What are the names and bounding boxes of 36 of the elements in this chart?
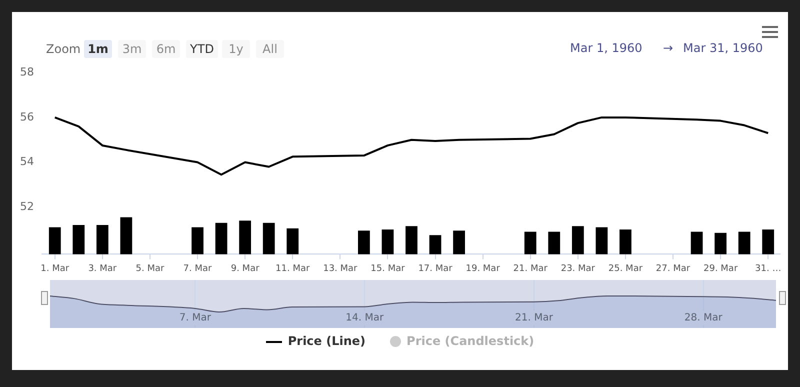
text: Mar 31, 1960 bbox=[683, 41, 763, 55]
y-tick-label: 56 bbox=[20, 110, 34, 124]
x-tick-label: 21. Mar bbox=[513, 264, 548, 274]
text: 1y bbox=[222, 40, 250, 58]
x-tick-label: 13. Mar bbox=[323, 264, 358, 274]
x-tick-label: 14. Mar bbox=[346, 312, 384, 324]
x-tick-label: 9. Mar bbox=[230, 264, 260, 274]
text: YTD bbox=[186, 40, 218, 58]
y-tick-label: 54 bbox=[20, 155, 34, 168]
y-tick-label: 52 bbox=[20, 200, 34, 213]
x-tick-label: 7. Mar bbox=[179, 312, 212, 324]
x-tick-label: 23. Mar bbox=[560, 264, 596, 274]
x-tick-label: 25. Mar bbox=[608, 264, 643, 274]
text: 1m bbox=[84, 40, 112, 58]
x-tick-label: 3. Mar bbox=[88, 264, 117, 274]
x-tick-label: 11. Mar bbox=[276, 264, 310, 274]
x-tick-label: 28. Mar bbox=[684, 312, 724, 324]
x-tick-label: 21. Mar bbox=[515, 312, 554, 324]
x-tick-label: 19. Mar bbox=[466, 264, 500, 274]
legend-label: Price (Line) bbox=[286, 334, 366, 348]
x-tick-label: 29. Mar bbox=[703, 264, 738, 274]
x-tick-label: 31. … bbox=[755, 264, 782, 274]
text: 3m bbox=[118, 40, 146, 58]
text: All bbox=[256, 40, 284, 58]
x-tick-label: 1. Mar bbox=[40, 264, 70, 274]
text: Price (Candlestick) bbox=[406, 334, 534, 348]
y-tick-label: 58 bbox=[20, 65, 34, 78]
text: Zoom bbox=[46, 41, 81, 58]
x-tick-label: 15. Mar bbox=[370, 264, 406, 274]
x-tick-label: 5. Mar bbox=[136, 264, 164, 274]
text: Mar 1, 1960 bbox=[570, 41, 642, 55]
x-tick-label: 7. Mar bbox=[183, 264, 212, 274]
text: → bbox=[663, 41, 674, 55]
text: 6m bbox=[152, 40, 180, 58]
x-tick-label: 27. Mar bbox=[656, 264, 690, 274]
x-tick-label: 17. Mar bbox=[418, 264, 453, 274]
